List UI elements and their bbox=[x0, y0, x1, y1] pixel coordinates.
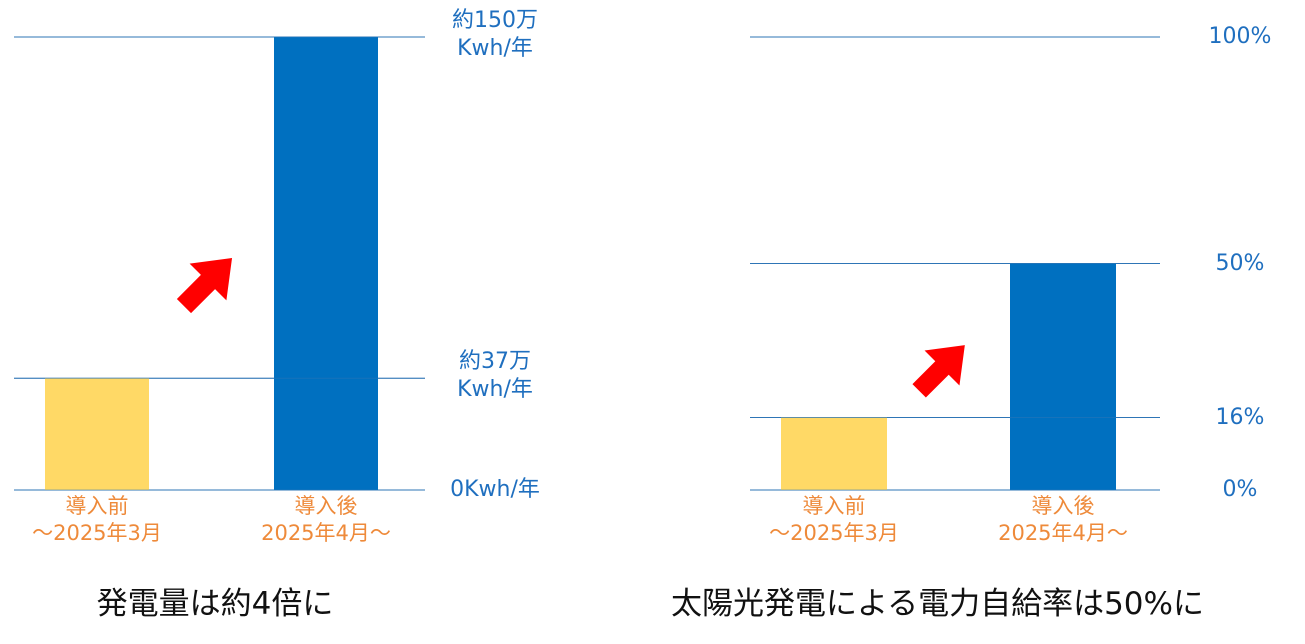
generation-chart-plot bbox=[14, 36, 425, 491]
category-line1: 導入後 bbox=[294, 494, 358, 518]
category-line2: 2025年4月～ bbox=[998, 521, 1128, 545]
y-tick-line1: 0Kwh/年 bbox=[450, 477, 540, 502]
y-tick-label: 0Kwh/年 bbox=[420, 476, 570, 504]
category-line2: ～2025年3月 bbox=[769, 521, 899, 545]
category-before: 導入前 ～2025年3月 bbox=[714, 493, 954, 547]
category-after: 導入後 2025年4月～ bbox=[943, 493, 1183, 547]
generation-caption: 発電量は約4倍に bbox=[96, 586, 334, 622]
bar-before bbox=[781, 417, 887, 490]
y-tick-line2: Kwh/年 bbox=[457, 36, 533, 61]
self-sufficiency-caption: 太陽光発電による電力自給率は50%に bbox=[671, 586, 1204, 622]
bar-before bbox=[45, 378, 149, 490]
y-tick-label: 50% bbox=[1180, 250, 1300, 278]
category-before: 導入前 ～2025年3月 bbox=[0, 493, 217, 547]
y-tick-label: 約150万 Kwh/年 bbox=[420, 7, 570, 63]
category-line1: 導入前 bbox=[65, 494, 129, 518]
y-tick-label: 16% bbox=[1180, 404, 1300, 432]
y-tick-line1: 100% bbox=[1208, 24, 1272, 49]
up-arrow-icon bbox=[912, 345, 965, 398]
y-tick-label: 約37万 Kwh/年 bbox=[420, 348, 570, 404]
y-tick-label: 100% bbox=[1180, 23, 1300, 51]
generation-chart: 約150万 Kwh/年 約37万 Kwh/年 0Kwh/年 導入前 ～2025年3月 導入後… bbox=[0, 0, 640, 644]
y-tick-line1: 0% bbox=[1222, 477, 1258, 502]
y-tick-label: 0% bbox=[1180, 476, 1300, 504]
y-tick-line1: 50% bbox=[1215, 250, 1265, 276]
up-arrow-icon bbox=[176, 257, 233, 314]
category-line2: ～2025年3月 bbox=[32, 521, 162, 545]
bar-after bbox=[274, 37, 378, 490]
y-tick-line1: 約37万 bbox=[459, 349, 531, 375]
category-line1: 導入後 bbox=[1031, 494, 1095, 518]
y-tick-line2: Kwh/年 bbox=[457, 377, 533, 403]
bar-after bbox=[1010, 263, 1116, 490]
self-sufficiency-chart-plot bbox=[750, 36, 1160, 491]
category-after: 導入後 2025年4月～ bbox=[206, 493, 446, 547]
self-sufficiency-chart: 100% 50% 16% 0% 導入前 ～2025年3月 導入後 2025年4月～ 太陽光発… bbox=[650, 0, 1305, 644]
category-line1: 導入前 bbox=[802, 494, 866, 518]
y-tick-line1: 約150万 bbox=[452, 8, 538, 33]
y-tick-line1: 16% bbox=[1215, 404, 1265, 430]
category-line2: 2025年4月～ bbox=[261, 521, 391, 545]
